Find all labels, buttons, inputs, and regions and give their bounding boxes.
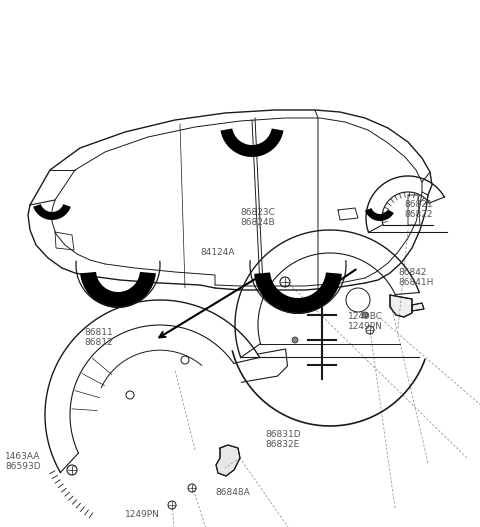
- Polygon shape: [80, 272, 156, 308]
- Polygon shape: [390, 295, 412, 317]
- Text: 86821
86822: 86821 86822: [404, 200, 432, 219]
- Text: 86823C
86824B: 86823C 86824B: [240, 208, 275, 227]
- Text: 86831D
86832E: 86831D 86832E: [265, 430, 300, 450]
- Text: 1463AA
86593D: 1463AA 86593D: [5, 452, 41, 471]
- Circle shape: [362, 312, 368, 318]
- Polygon shape: [216, 445, 240, 476]
- Polygon shape: [365, 208, 394, 221]
- Polygon shape: [220, 129, 284, 157]
- Polygon shape: [412, 303, 424, 311]
- Text: 86848A: 86848A: [215, 488, 250, 497]
- Circle shape: [292, 337, 298, 343]
- Text: 86811
86812: 86811 86812: [84, 328, 113, 347]
- Text: 1249PN: 1249PN: [125, 510, 160, 519]
- Polygon shape: [33, 204, 71, 220]
- Polygon shape: [254, 272, 342, 314]
- Text: 1249BC
1249PN: 1249BC 1249PN: [348, 312, 383, 331]
- Text: 84124A: 84124A: [200, 248, 235, 257]
- Text: 86842
86841H: 86842 86841H: [398, 268, 433, 287]
